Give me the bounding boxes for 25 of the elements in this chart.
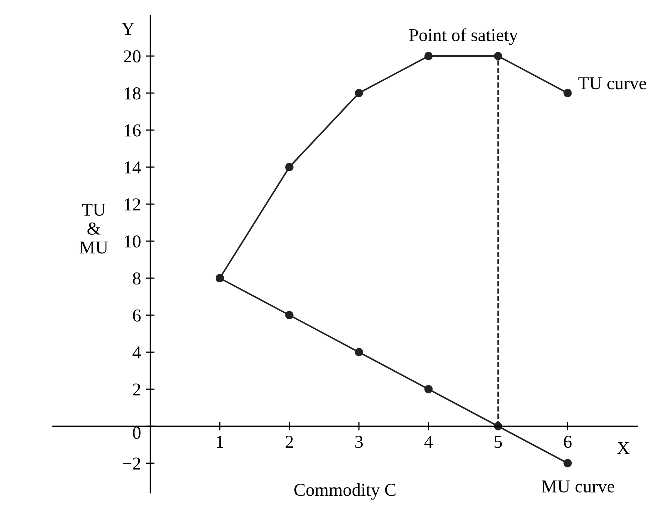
y-tick-label: 18: [125, 88, 141, 100]
y-axis-title: TU & MU: [80, 204, 108, 254]
ref-line-label: Point of satiety: [409, 28, 518, 46]
x-tick-label: 3: [356, 436, 363, 448]
annotation: X: [617, 442, 630, 454]
x-tick-label: 6: [564, 436, 572, 448]
y-tick-label: 8: [133, 272, 141, 285]
x-tick-label: 2: [286, 436, 294, 448]
x-axis-title: Commodity C: [294, 484, 396, 500]
annotation: Y: [122, 23, 134, 36]
y-tick-label: 0: [133, 426, 141, 440]
series-label: TU curve: [578, 78, 646, 90]
y-tick-label: −2: [123, 458, 140, 470]
series-label: MU curve: [542, 480, 615, 493]
x-tick-label: 5: [494, 436, 502, 448]
y-tick-label: 2: [133, 384, 140, 396]
y-tick-label: 20: [124, 50, 141, 63]
y-tick-label: 12: [125, 198, 140, 211]
x-tick-label: 1: [217, 436, 224, 448]
y-tick-label: 6: [133, 310, 141, 322]
x-tick-label: 4: [424, 436, 433, 448]
y-tick-label: 16: [125, 124, 141, 137]
y-tick-label: 10: [125, 236, 141, 248]
y-tick-label: 4: [132, 346, 142, 359]
y-tick-label: 14: [125, 162, 142, 174]
